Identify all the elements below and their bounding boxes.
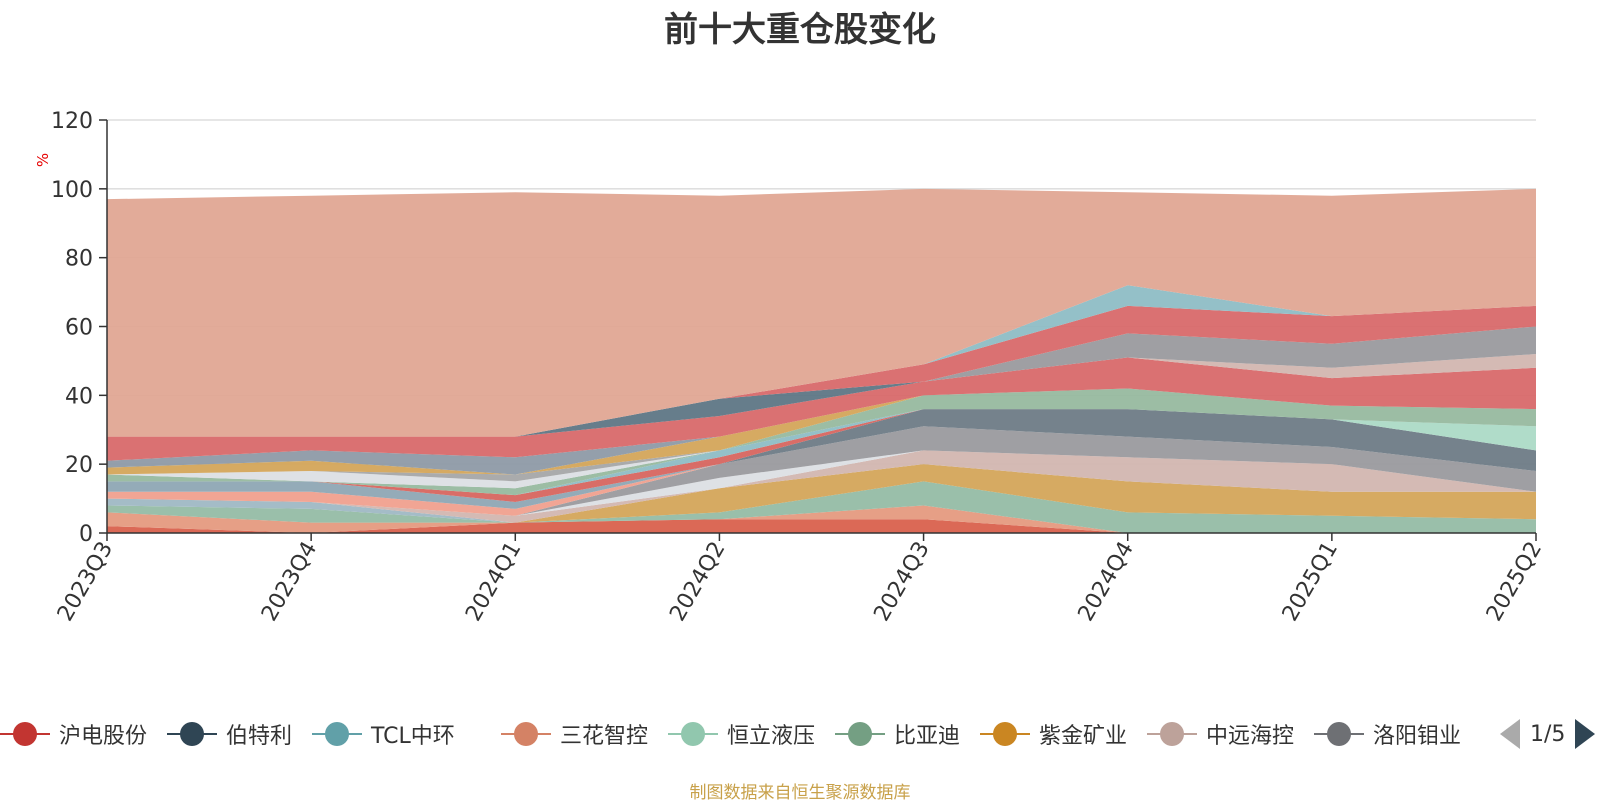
y-tick-label: 40 bbox=[65, 384, 93, 409]
y-tick-label: 80 bbox=[65, 247, 93, 272]
legend-item[interactable]: 紫金矿业 bbox=[980, 712, 1127, 756]
legend-marker-icon bbox=[312, 722, 362, 746]
y-axis-unit-label: % bbox=[34, 153, 52, 167]
legend: 沪电股份 伯特利 TCL中环 三花智控 恒立液压 比亚迪 紫金矿业 中远海控 洛阳钼业 1/5 bbox=[0, 712, 1600, 756]
legend-item[interactable]: 比亚迪 bbox=[835, 712, 960, 756]
legend-label: 中远海控 bbox=[1206, 724, 1295, 749]
area-series-4 bbox=[107, 464, 1536, 523]
legend-item[interactable]: 恒立液压 bbox=[668, 712, 815, 756]
x-tick-label: 2024Q4 bbox=[1074, 538, 1139, 626]
legend-item[interactable]: 沪电股份 bbox=[0, 712, 147, 756]
x-tick-label: 2024Q2 bbox=[665, 538, 730, 626]
area-series-0 bbox=[107, 519, 1536, 533]
x-tick-label: 2023Q3 bbox=[53, 538, 118, 626]
legend-item[interactable]: 洛阳钼业 bbox=[1314, 712, 1461, 756]
legend-label: 伯特利 bbox=[226, 724, 293, 749]
legend-pager: 1/5 bbox=[1500, 712, 1596, 756]
legend-items: 沪电股份 伯特利 TCL中环 三花智控 恒立液压 比亚迪 紫金矿业 中远海控 洛阳钼业 bbox=[0, 712, 1480, 756]
area-series-group bbox=[107, 188, 1536, 533]
area-series-5 bbox=[107, 450, 1536, 523]
legend-marker-icon bbox=[501, 722, 551, 746]
legend-item[interactable]: TCL中环 bbox=[312, 712, 455, 756]
y-tick-label: 60 bbox=[65, 316, 93, 341]
legend-marker-icon bbox=[668, 722, 718, 746]
x-tick-label: 2025Q2 bbox=[1482, 538, 1547, 626]
legend-marker-icon bbox=[1147, 722, 1197, 746]
legend-label: 紫金矿业 bbox=[1039, 724, 1128, 749]
y-tick-label: 20 bbox=[65, 453, 93, 478]
legend-page-indicator: 1/5 bbox=[1530, 721, 1566, 747]
area-series-21 bbox=[107, 326, 1536, 437]
area-series-19 bbox=[107, 357, 1536, 461]
y-tick-label: 0 bbox=[79, 522, 93, 547]
legend-label: 恒立液压 bbox=[727, 724, 816, 749]
source-note: 制图数据来自恒生聚源数据库 bbox=[689, 783, 911, 803]
legend-item[interactable]: 三花智控 bbox=[501, 712, 648, 756]
legend-label: 洛阳钼业 bbox=[1373, 724, 1462, 749]
y-tick-label: 100 bbox=[51, 178, 93, 203]
legend-label: 比亚迪 bbox=[894, 724, 961, 749]
area-series-7 bbox=[107, 426, 1536, 516]
legend-label: 三花智控 bbox=[560, 724, 649, 749]
legend-marker-icon bbox=[980, 722, 1030, 746]
x-tick-label: 2025Q1 bbox=[1278, 538, 1343, 626]
legend-prev-page-icon[interactable] bbox=[1500, 719, 1520, 749]
chart-title: 前十大重仓股变化 bbox=[664, 10, 936, 50]
x-tick-label: 2023Q4 bbox=[257, 538, 322, 626]
area-series-23 bbox=[107, 305, 1536, 437]
legend-item[interactable]: 伯特利 bbox=[167, 712, 292, 756]
legend-item[interactable]: 中远海控 bbox=[1147, 712, 1294, 756]
legend-next-page-icon[interactable] bbox=[1575, 719, 1596, 749]
legend-marker-icon bbox=[1314, 722, 1364, 746]
area-series-2 bbox=[107, 481, 1536, 533]
area-series-1 bbox=[107, 505, 1536, 533]
area-series-9 bbox=[107, 409, 1536, 509]
legend-marker-icon bbox=[167, 722, 217, 746]
legend-marker-icon bbox=[835, 722, 885, 746]
area-series-17 bbox=[107, 388, 1536, 475]
area-series-25 bbox=[107, 188, 1536, 437]
x-tick-label: 2024Q1 bbox=[461, 538, 526, 626]
legend-label: 沪电股份 bbox=[59, 724, 148, 749]
area-series-15 bbox=[107, 388, 1536, 489]
y-tick-label: 120 bbox=[51, 109, 93, 134]
x-tick-label: 2024Q3 bbox=[869, 538, 934, 626]
legend-marker-icon bbox=[0, 722, 50, 746]
legend-label: TCL中环 bbox=[371, 724, 455, 749]
